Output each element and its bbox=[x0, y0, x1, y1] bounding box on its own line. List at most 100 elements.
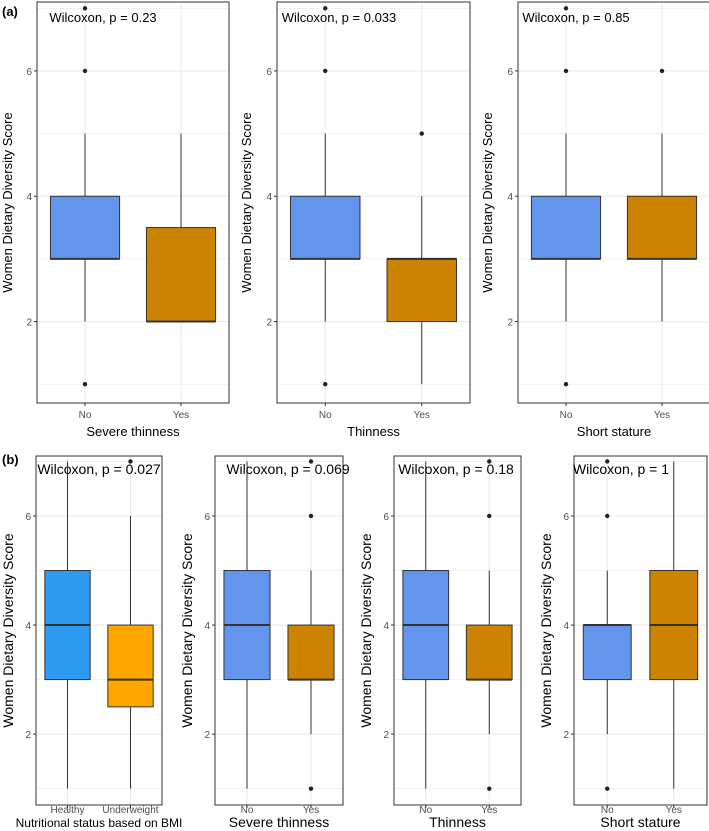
outlier-point bbox=[487, 459, 492, 464]
y-tick-label: 6 bbox=[25, 512, 31, 523]
x-axis-label: Thinness bbox=[429, 814, 486, 830]
x-axis-label: Nutritional status based on BMI bbox=[16, 816, 183, 830]
y-tick-label: 6 bbox=[507, 67, 513, 78]
x-axis-label: Severe thinness bbox=[229, 814, 329, 830]
box-yes bbox=[626, 195, 698, 260]
x-axis-label: Thinness bbox=[347, 424, 400, 439]
outlier-point bbox=[605, 786, 610, 791]
y-tick-label: 6 bbox=[563, 512, 569, 523]
panel-border bbox=[214, 455, 344, 806]
wilcoxon-annotation: Wilcoxon, p = 1 bbox=[573, 461, 669, 477]
outlier-point bbox=[323, 382, 328, 387]
x-axis-label: Short stature bbox=[577, 424, 651, 439]
wilcoxon-annotation: Wilcoxon, p = 0.033 bbox=[282, 10, 397, 25]
outlier-point bbox=[563, 382, 569, 387]
wilcoxon-annotation: Wilcoxon, p = 0.027 bbox=[37, 461, 161, 477]
outlier-point bbox=[128, 459, 133, 464]
y-tick-label: 2 bbox=[507, 318, 513, 329]
box-yes bbox=[145, 227, 217, 323]
y-tick-label: 6 bbox=[383, 512, 389, 523]
y-axis-label: Women Dietary Diversity Score bbox=[480, 112, 495, 292]
chart-panel-7: 2 4 6 No Yes Wilcoxon, p = 1 Short stature Wome… bbox=[538, 455, 708, 830]
y-tick-label: 2 bbox=[204, 730, 210, 741]
wilcoxon-annotation: Wilcoxon, p = 0.23 bbox=[49, 10, 156, 25]
chart-panel-3: 2 4 6 No Yes Wilcoxon, p = 0.85 Short stature W… bbox=[480, 1, 709, 439]
box-no bbox=[290, 195, 361, 260]
y-tick-label: 4 bbox=[507, 192, 513, 203]
x-tick-label: Yes bbox=[414, 410, 430, 421]
outlier-point bbox=[563, 68, 569, 74]
y-axis-label: Women Dietary Diversity Score bbox=[239, 112, 254, 292]
panel-label-b: (b) bbox=[2, 452, 19, 467]
outlier-point bbox=[308, 459, 314, 464]
x-tick-label: No bbox=[79, 410, 92, 421]
x-tick-label: Underweight bbox=[102, 805, 158, 816]
y-axis-label: Women Dietary Diversity Score bbox=[358, 533, 374, 727]
x-tick-label: No bbox=[419, 805, 432, 816]
y-tick-label: 6 bbox=[204, 512, 210, 523]
x-tick-label: Yes bbox=[654, 410, 670, 421]
box-underweight bbox=[107, 624, 154, 708]
outlier-point bbox=[323, 6, 328, 11]
outlier-point bbox=[308, 786, 314, 791]
outlier-point bbox=[82, 382, 88, 387]
y-tick-label: 4 bbox=[26, 192, 32, 203]
x-axis-label: Severe thinness bbox=[86, 424, 180, 439]
y-tick-label: 2 bbox=[266, 318, 272, 329]
outlier-point bbox=[82, 68, 88, 74]
x-tick-label: No bbox=[241, 805, 254, 816]
outlier-point bbox=[563, 6, 569, 11]
box-yes bbox=[386, 258, 457, 323]
panel-border bbox=[393, 455, 522, 806]
x-tick-label: No bbox=[319, 410, 332, 421]
box-yes bbox=[465, 624, 513, 681]
panel-border bbox=[35, 455, 163, 806]
x-tick-label: No bbox=[601, 805, 614, 816]
outlier-point bbox=[487, 513, 492, 519]
outlier-point bbox=[605, 459, 610, 464]
y-tick-label: 2 bbox=[25, 730, 31, 741]
y-tick-label: 4 bbox=[204, 621, 210, 632]
outlier-point bbox=[419, 131, 424, 136]
y-axis-label: Women Dietary Diversity Score bbox=[538, 533, 554, 727]
x-tick-label: No bbox=[560, 410, 573, 421]
y-axis-label: Women Dietary Diversity Score bbox=[0, 533, 16, 727]
chart-panel-5: 2 4 6 No Yes Wilcoxon, p = 0.069 Severe thinne… bbox=[179, 455, 350, 830]
box-no bbox=[49, 195, 121, 260]
y-axis-label: Women Dietary Diversity Score bbox=[179, 533, 195, 727]
box-yes bbox=[287, 624, 335, 681]
y-axis-label: Women Dietary Diversity Score bbox=[0, 112, 15, 292]
outlier-point bbox=[605, 513, 610, 519]
outlier-point bbox=[659, 68, 665, 74]
y-tick-label: 2 bbox=[563, 730, 569, 741]
wilcoxon-annotation: Wilcoxon, p = 0.069 bbox=[226, 461, 350, 477]
wilcoxon-annotation: Wilcoxon, p = 0.18 bbox=[398, 461, 514, 477]
chart-panel-4: 2 4 6 Healthy Underweight Wilcoxon, p = 0.027… bbox=[0, 455, 183, 830]
y-tick-label: 4 bbox=[266, 192, 272, 203]
chart-panel-2: 2 4 6 No Yes Wilcoxon, p = 0.033 Thinness Women… bbox=[239, 1, 471, 439]
y-tick-label: 4 bbox=[383, 621, 389, 632]
outlier-point bbox=[323, 68, 328, 74]
panel-border bbox=[276, 1, 471, 404]
wilcoxon-annotation: Wilcoxon, p = 0.85 bbox=[522, 10, 629, 25]
outlier-point bbox=[308, 513, 314, 519]
panel-border bbox=[573, 455, 708, 806]
x-tick-label: Yes bbox=[481, 805, 497, 816]
box-no bbox=[582, 624, 632, 681]
chart-panel-6: 2 4 6 No Yes Wilcoxon, p = 0.18 Thinness Women … bbox=[358, 455, 522, 830]
x-axis-label: Short stature bbox=[600, 814, 680, 830]
panel-border bbox=[517, 1, 709, 404]
panel-label-a: (a) bbox=[2, 4, 18, 19]
y-tick-label: 2 bbox=[26, 318, 32, 329]
chart-panel-1: 2 4 6 No Yes Wilcoxon, p = 0.23 Severe thinnes… bbox=[0, 1, 230, 439]
y-tick-label: 6 bbox=[26, 67, 32, 78]
x-tick-label: Healthy bbox=[51, 805, 85, 816]
panel-border bbox=[36, 1, 230, 404]
x-tick-label: Yes bbox=[173, 410, 189, 421]
box-no bbox=[530, 195, 602, 260]
y-tick-label: 6 bbox=[266, 67, 272, 78]
y-tick-label: 4 bbox=[563, 621, 569, 632]
x-tick-label: Yes bbox=[666, 805, 682, 816]
x-tick-label: Yes bbox=[303, 805, 319, 816]
